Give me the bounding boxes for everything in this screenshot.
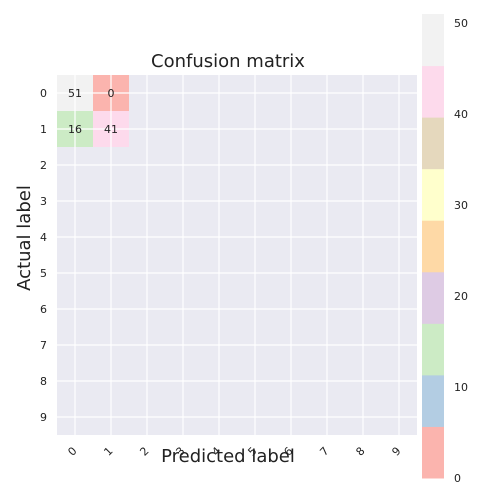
colorbar-tick-labels: 0 10 20 30 40 50 [454,17,468,485]
colorbar-segment [422,374,444,427]
cell-value-label: 41 [104,123,118,136]
colorbar-tick-label: 40 [454,108,468,121]
y-tick-label: 9 [40,411,47,424]
cell-value-label: 16 [68,123,82,136]
colorbar-tick-label: 30 [454,199,468,212]
x-tick-label: 7 [317,444,331,458]
y-tick-label: 6 [40,303,47,316]
colorbar-tick-label: 10 [454,381,468,394]
y-tick-label: 1 [40,123,47,136]
cell-value-labels: 51 0 16 41 [68,87,118,136]
y-tick-label: 5 [40,267,47,280]
colorbar-segment [422,271,444,324]
y-tick-label: 8 [40,375,47,388]
x-axis-label: Predicted label [161,446,295,467]
cell-value-label: 51 [68,87,82,100]
colorbar-tick-label: 0 [454,472,461,485]
colorbar-tick-label: 20 [454,290,468,303]
grid-lines [57,75,417,435]
colorbar-segment [422,220,444,273]
y-tick-label: 3 [40,195,47,208]
colorbar-segment [422,426,444,479]
x-tick-label: 9 [389,444,403,458]
x-tick-label: 1 [101,444,115,458]
colorbar-segment [422,168,444,221]
chart-title: Confusion matrix [151,51,305,72]
y-tick-label: 4 [40,231,47,244]
cell-value-label: 0 [108,87,115,100]
colorbar-tick-label: 50 [454,17,468,30]
colorbar-segment [422,14,444,67]
y-tick-label: 0 [40,87,47,100]
y-axis-label: Actual label [14,185,35,291]
y-tick-label: 7 [40,339,47,352]
heatmap-cells [57,75,129,147]
colorbar-segment [422,323,444,376]
x-tick-label: 2 [137,444,151,458]
y-tick-labels: 0 1 2 3 4 5 6 7 8 9 [40,87,47,424]
x-tick-label: 0 [65,444,79,458]
colorbar-segment [422,117,444,170]
colorbar-segment [422,65,444,118]
x-tick-label: 8 [353,444,367,458]
y-tick-label: 2 [40,159,47,172]
colorbar [422,14,444,479]
